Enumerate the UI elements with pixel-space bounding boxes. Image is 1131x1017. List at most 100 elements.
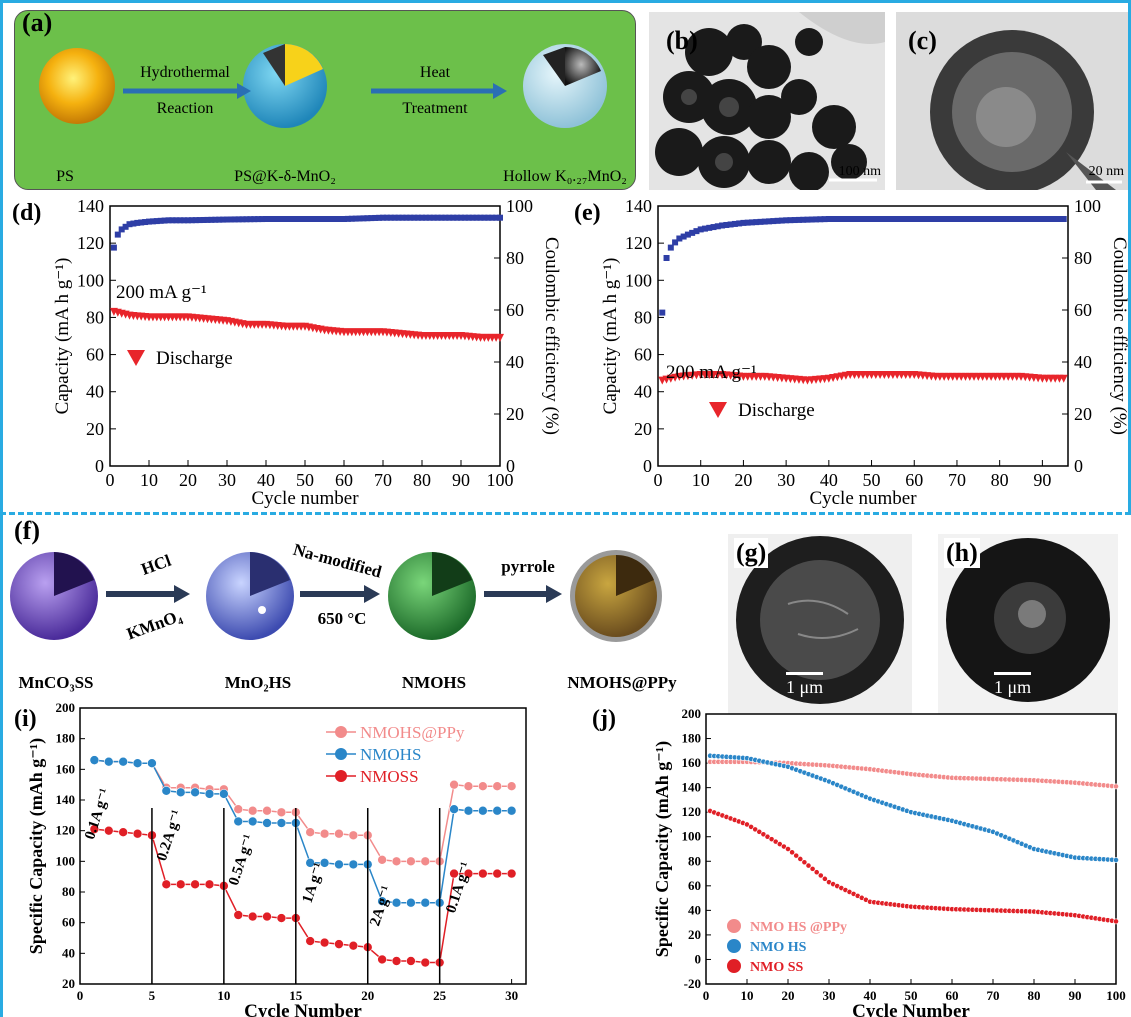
f-item1: MnCO₃SS bbox=[18, 673, 93, 692]
ce-point bbox=[489, 214, 496, 221]
ce-point bbox=[411, 214, 418, 221]
ce-point bbox=[791, 217, 798, 224]
ce-point bbox=[731, 220, 738, 227]
x-tick-label: 100 bbox=[487, 470, 514, 490]
x-tick-label: 0 bbox=[77, 988, 84, 1003]
x-axis-label: Cycle Number bbox=[244, 1001, 362, 1017]
ce-point bbox=[894, 216, 901, 222]
ce-point bbox=[962, 216, 969, 222]
ce-point bbox=[348, 215, 355, 222]
ce-point bbox=[838, 216, 845, 222]
series-point bbox=[506, 868, 517, 879]
ce-point bbox=[693, 228, 700, 235]
x-tick-label: 50 bbox=[296, 470, 314, 490]
f-arrow1-top: HCl bbox=[139, 551, 174, 579]
series-point bbox=[406, 897, 416, 908]
legend-marker bbox=[727, 919, 741, 933]
ce-point bbox=[220, 216, 227, 223]
y-tick-label: 40 bbox=[688, 902, 701, 917]
series-point bbox=[204, 789, 215, 799]
rate-label: 1A g⁻¹ bbox=[300, 861, 328, 905]
series-point bbox=[391, 897, 402, 908]
x-tick-label: 20 bbox=[179, 470, 197, 490]
x-tick-label: 10 bbox=[217, 988, 230, 1003]
y2-tick-label: 100 bbox=[1074, 196, 1101, 216]
ce-point bbox=[996, 216, 1003, 222]
arrow1-bottom: Reaction bbox=[157, 100, 214, 117]
series-point bbox=[813, 869, 820, 876]
legend-label: Discharge bbox=[738, 400, 815, 421]
y-tick-label: 60 bbox=[62, 915, 75, 930]
ce-point bbox=[945, 216, 952, 222]
series-point bbox=[797, 856, 804, 862]
series-point bbox=[262, 911, 272, 922]
series-point bbox=[247, 805, 258, 816]
x-tick-label: 0 bbox=[703, 988, 710, 1003]
y-axis-label: Specific Capacity (mAh g⁻¹) bbox=[26, 738, 47, 954]
y-tick-label: 100 bbox=[682, 829, 702, 844]
y-tick-label: 60 bbox=[688, 878, 701, 893]
series-point bbox=[89, 755, 100, 765]
ce-point bbox=[885, 216, 892, 222]
ce-point bbox=[714, 223, 721, 230]
panel-label: (j) bbox=[592, 706, 616, 732]
series-point bbox=[204, 879, 215, 890]
series-point bbox=[348, 859, 359, 870]
series-point bbox=[334, 828, 344, 839]
ce-point bbox=[485, 214, 492, 221]
top-section-frame bbox=[0, 0, 1131, 512]
ce-point bbox=[188, 217, 195, 224]
series-point bbox=[817, 872, 824, 879]
ce-point bbox=[360, 215, 367, 222]
ce-point bbox=[364, 215, 371, 222]
ce-point bbox=[740, 219, 747, 226]
ce-point bbox=[337, 216, 344, 222]
ce-point bbox=[247, 216, 254, 223]
ce-point bbox=[684, 231, 691, 238]
rate-label: 0.2A g⁻¹ bbox=[154, 808, 185, 863]
x-tick-label: 30 bbox=[777, 470, 795, 490]
series-point bbox=[305, 936, 315, 946]
panel-b-label: (b) bbox=[666, 26, 698, 55]
y-tick-label: 120 bbox=[56, 823, 76, 838]
ce-point bbox=[1026, 216, 1033, 222]
ce-point bbox=[352, 215, 359, 222]
series-point bbox=[478, 868, 488, 879]
bottom-left-border bbox=[0, 512, 3, 1017]
ce-point bbox=[975, 216, 982, 222]
y-tick-label: 100 bbox=[77, 270, 104, 290]
ce-point bbox=[380, 214, 386, 221]
y2-tick-label: 40 bbox=[1074, 352, 1092, 372]
ce-point bbox=[1047, 216, 1054, 222]
ce-point bbox=[442, 214, 449, 221]
ce-point bbox=[149, 218, 156, 225]
ce-point bbox=[872, 216, 879, 222]
x-tick-label: 30 bbox=[218, 470, 236, 490]
ce-point bbox=[407, 214, 414, 221]
ce-point bbox=[868, 216, 875, 222]
x-tick-label: 70 bbox=[374, 470, 392, 490]
y-axis-label: Capacity (mA h g⁻¹) bbox=[600, 258, 621, 415]
rate-annotation: 200 mA g⁻¹ bbox=[116, 282, 207, 303]
f-arrow1-bottom: KMnO₄ bbox=[124, 606, 184, 643]
series-point bbox=[319, 937, 330, 948]
series-point bbox=[276, 913, 287, 923]
ce-point bbox=[368, 215, 375, 222]
ce-point bbox=[278, 216, 285, 222]
series-point bbox=[391, 856, 402, 867]
ce-point bbox=[830, 216, 837, 222]
y-tick-label: 20 bbox=[634, 419, 652, 439]
f-item4: NMOHS@PPy bbox=[567, 673, 677, 692]
ce-point bbox=[881, 216, 888, 222]
ce-point bbox=[118, 226, 125, 233]
ce-point bbox=[309, 216, 316, 222]
series-point bbox=[420, 957, 431, 968]
series-line bbox=[94, 759, 512, 904]
x-tick-label: 50 bbox=[905, 988, 918, 1003]
series-point bbox=[89, 824, 100, 834]
ce-point bbox=[808, 216, 815, 223]
plot-frame bbox=[79, 707, 527, 985]
series-point bbox=[262, 818, 272, 828]
ce-point bbox=[1005, 216, 1012, 222]
ce-point bbox=[821, 216, 828, 223]
